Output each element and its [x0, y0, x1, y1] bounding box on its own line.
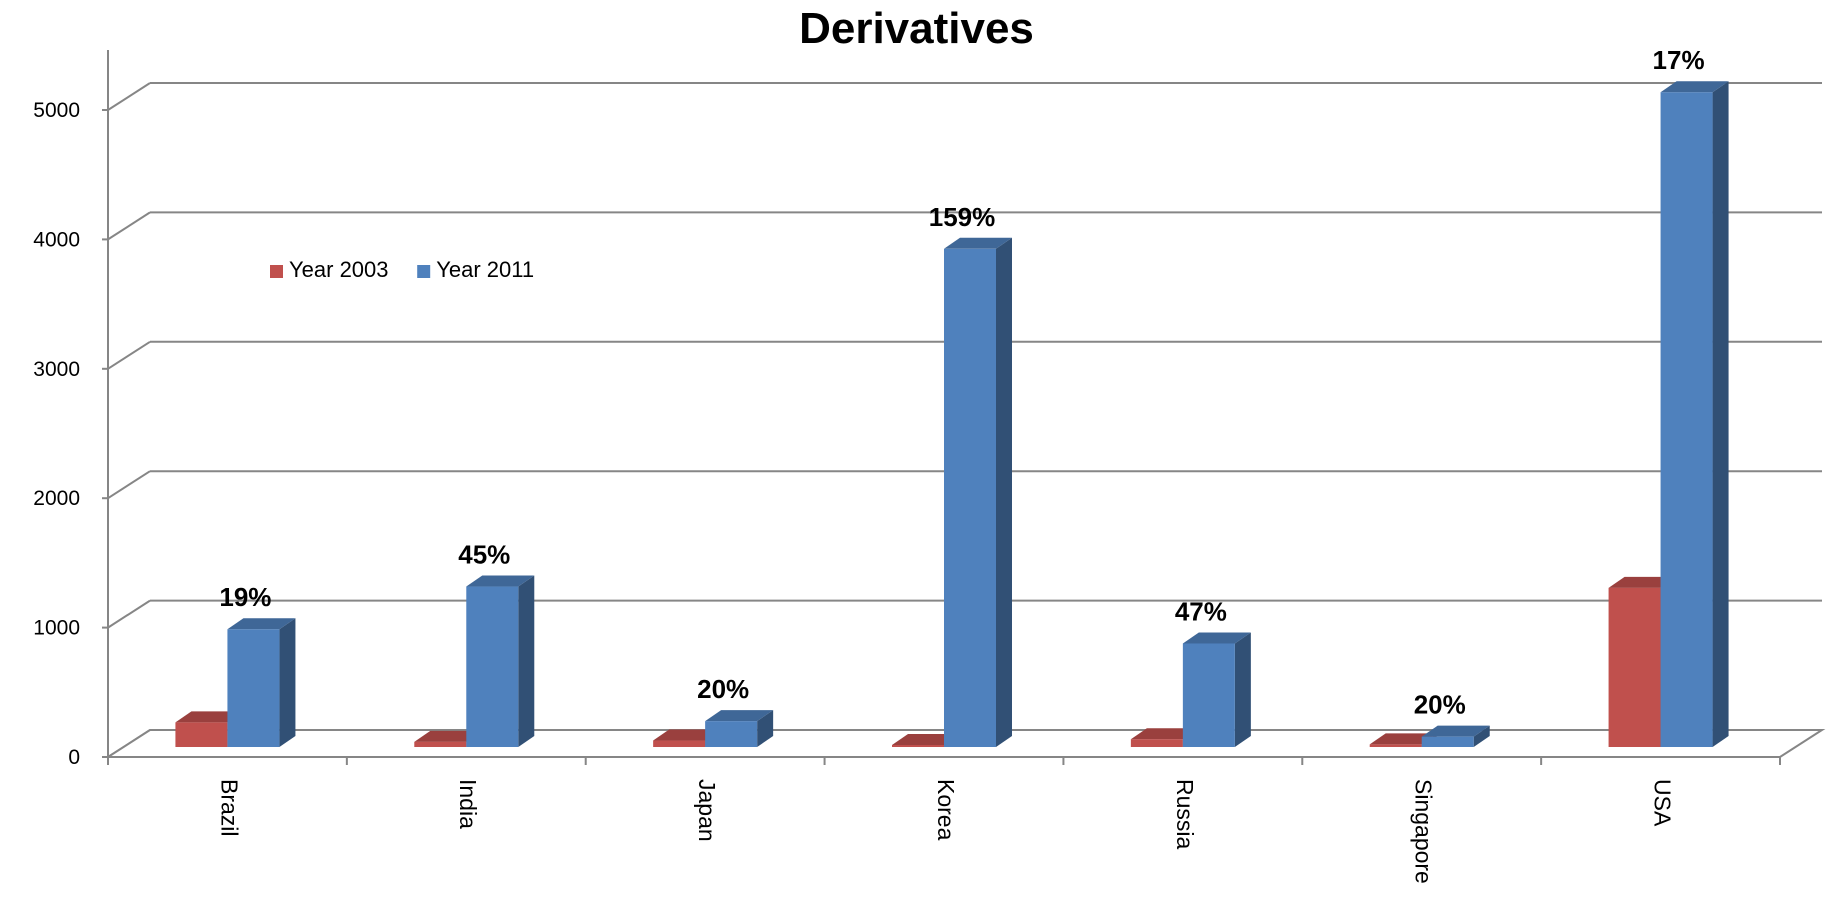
bar — [1421, 736, 1474, 747]
data-label: 47% — [1175, 596, 1227, 626]
chart-title: Derivatives — [799, 4, 1034, 53]
bar — [414, 741, 467, 747]
x-tick-label: Korea — [933, 779, 959, 841]
data-label: 17% — [1653, 45, 1705, 75]
bar-top — [414, 730, 483, 742]
bar-side — [1234, 632, 1251, 747]
legend-label: Year 2011 — [436, 257, 534, 282]
gridline-diagonal — [107, 470, 151, 500]
x-tick-label: India — [455, 779, 481, 829]
bar — [175, 722, 228, 747]
bar — [892, 745, 944, 747]
bar-top — [1130, 728, 1199, 740]
bar — [1608, 587, 1661, 747]
y-tick-label: 1000 — [33, 617, 80, 640]
data-label: 20% — [1414, 690, 1466, 720]
bar-top — [705, 710, 774, 722]
bar-side — [279, 618, 296, 747]
x-tick-label: Japan — [694, 779, 720, 842]
legend-label: Year 2003 — [289, 257, 389, 282]
gridline-diagonal — [107, 340, 151, 370]
x-tick-label: USA — [1649, 779, 1675, 827]
y-tick-label: 5000 — [33, 99, 80, 122]
data-label: 20% — [697, 674, 749, 704]
data-label: 19% — [219, 582, 271, 612]
bar-side — [757, 710, 774, 747]
bar-top — [175, 711, 244, 723]
bar-top — [1421, 725, 1490, 737]
bar — [944, 248, 996, 747]
bar — [653, 740, 706, 747]
bar — [466, 586, 519, 747]
bar — [1660, 92, 1713, 747]
data-label: 45% — [458, 540, 510, 570]
bar-side — [1473, 725, 1490, 747]
legend-swatch — [417, 265, 431, 278]
bar-top — [1182, 632, 1251, 644]
legend-swatch — [270, 265, 283, 278]
x-tick-label: Singapore — [1411, 779, 1437, 884]
gridline-diagonal — [107, 82, 151, 111]
bar — [1182, 643, 1235, 747]
gridline-diagonal — [107, 211, 151, 241]
y-tick-label: 0 — [68, 746, 80, 769]
bar-top — [1660, 81, 1729, 93]
bar-side — [996, 237, 1012, 747]
data-label: 159% — [929, 202, 996, 232]
bar-top — [653, 729, 722, 741]
bar-top — [466, 575, 535, 587]
x-tick-label: Russia — [1172, 779, 1198, 850]
bar-top — [944, 237, 1012, 249]
bar — [227, 629, 280, 747]
bar — [1130, 739, 1183, 747]
bar-side — [1712, 81, 1729, 747]
bar-top — [227, 618, 296, 630]
bar-side — [518, 575, 535, 747]
x-tick-label: Brazil — [216, 779, 242, 837]
y-tick-label: 2000 — [33, 487, 80, 510]
gridline-diagonal — [107, 599, 151, 629]
bar-top — [892, 734, 960, 745]
bar-top — [1369, 733, 1438, 745]
bar — [1369, 744, 1422, 747]
bar — [705, 721, 758, 747]
bar-top — [1608, 576, 1677, 588]
y-tick-label: 4000 — [33, 228, 80, 251]
y-tick-label: 3000 — [33, 358, 80, 381]
